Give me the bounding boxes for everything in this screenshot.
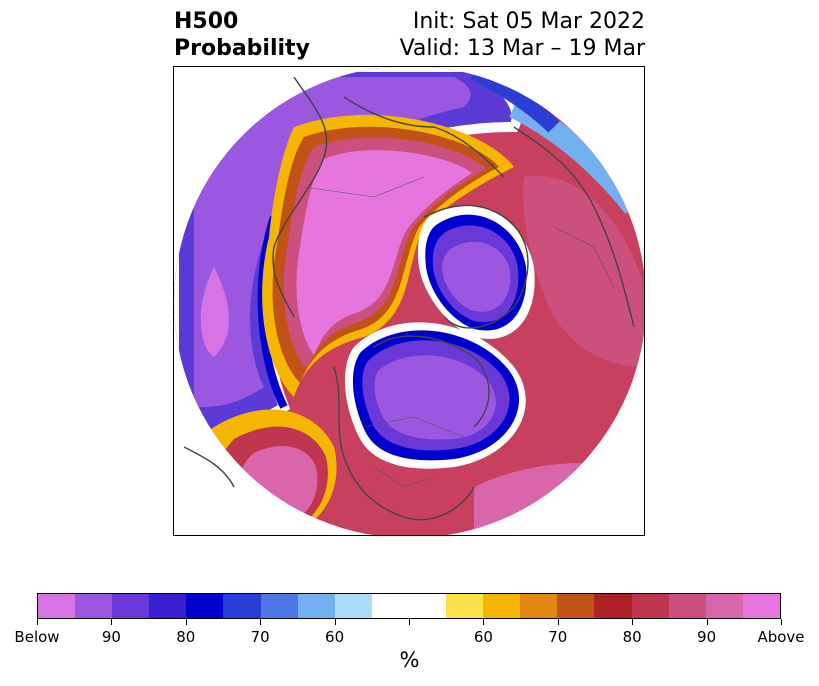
chart-title: H500 Probability [174, 8, 310, 62]
init-date: Init: Sat 05 Mar 2022 [412, 9, 645, 34]
colorbar-segment [557, 594, 595, 618]
colorbar-segment [38, 594, 76, 618]
valid-period: Valid: 13 Mar – 19 Mar [399, 36, 645, 61]
colorbar-tick-mark [632, 619, 634, 625]
colorbar-tick-mark [334, 619, 336, 625]
colorbar-tick-label: 80 [176, 628, 196, 646]
colorbar-segment [297, 594, 335, 618]
colorbar-tick-label: 90 [697, 628, 717, 646]
colorbar-tick-mark [706, 619, 708, 625]
map-panel [173, 66, 645, 536]
colorbar-tick-label: 80 [622, 628, 642, 646]
colorbar-segment [149, 594, 187, 618]
colorbar-segment [594, 594, 632, 618]
colorbar-segment [631, 594, 669, 618]
colorbar-segment [371, 594, 409, 618]
colorbar-segment [186, 594, 224, 618]
political-borders [303, 176, 615, 488]
probability-field [174, 67, 644, 535]
colorbar-tick-label: Above [757, 628, 805, 646]
colorbar-tick-mark [557, 619, 559, 625]
colorbar-tick-label: 90 [101, 628, 121, 646]
colorbar-segment [75, 594, 113, 618]
chart-dates: Init: Sat 05 Mar 2022 Valid: 13 Mar – 19… [400, 8, 645, 62]
colorbar-segment [483, 594, 521, 618]
colorbar-segment [668, 594, 706, 618]
title-variable: H500 [174, 9, 239, 34]
colorbar [37, 593, 781, 619]
colorbar-tick-label: 70 [548, 628, 568, 646]
colorbar-tick-mark [409, 619, 410, 625]
colorbar-segment [446, 594, 484, 618]
coastlines [183, 76, 635, 521]
colorbar-tick-label: 60 [325, 628, 345, 646]
colorbar-unit-label: % [399, 648, 420, 672]
colorbar-segment [223, 594, 261, 618]
colorbar-segment [520, 594, 558, 618]
colorbar-segment [742, 594, 780, 618]
colorbar-tick-mark [260, 619, 262, 625]
colorbar-tick-mark [185, 619, 187, 625]
colorbar-segment [334, 594, 372, 618]
colorbar-tick-label: Below [14, 628, 60, 646]
polar-map [174, 67, 644, 535]
colorbar-segment [112, 594, 150, 618]
colorbar-segment [408, 594, 447, 618]
title-product: Probability [174, 36, 310, 61]
colorbar-tick-label: 60 [473, 628, 493, 646]
colorbar-tick-mark [781, 619, 782, 625]
colorbar-ticks: Below 90 80 70 60 60 70 80 90 Above [14, 619, 805, 646]
colorbar-tick-mark [483, 619, 485, 625]
colorbar-tick-mark [111, 619, 113, 625]
colorbar-tick-label: 70 [250, 628, 270, 646]
colorbar-tick-mark [37, 619, 38, 625]
colorbar-segment [705, 594, 743, 618]
colorbar-segment [260, 594, 298, 618]
